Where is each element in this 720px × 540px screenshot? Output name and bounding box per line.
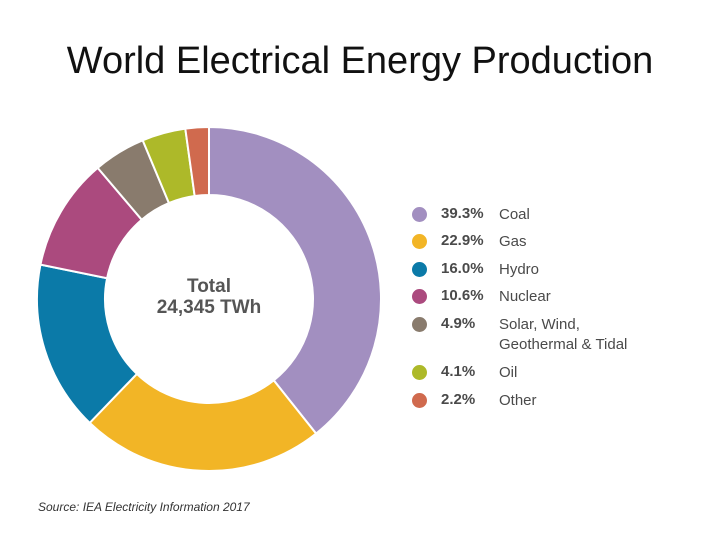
legend-swatch [412,234,427,249]
legend-label: Other [499,392,537,409]
legend-percent: 39.3% [441,205,484,222]
legend-label: Hydro [499,261,540,278]
legend-swatch [412,289,427,304]
legend-label: Solar, Wind, Geothermal & Tidal [499,316,628,353]
donut-slices [36,125,382,472]
legend-label: Oil [499,364,518,381]
center-label: Total [187,276,231,297]
legend-swatch [412,317,427,332]
legend-label: Nuclear [499,288,551,305]
legend-label: Coal [499,206,530,223]
center-value: 24,345 TWh [157,297,262,318]
legend-swatch [412,207,427,222]
legend-percent: 2.2% [441,391,476,408]
legend-percent: 4.1% [441,363,476,380]
legend-swatch [412,262,427,277]
source-note: Source: IEA Electricity Information 2017 [38,500,250,514]
slice-other [184,125,210,198]
chart-title: World Electrical Energy Production [66,40,654,82]
legend-percent: 10.6% [441,287,484,304]
legend-swatch [412,365,427,380]
legend-label: Gas [499,233,527,250]
legend-swatch [412,393,427,408]
legend-percent: 4.9% [441,315,476,332]
legend-percent: 16.0% [441,260,484,277]
legend-percent: 22.9% [441,232,484,249]
slice-coal [208,125,382,435]
slice-gas [88,372,318,472]
